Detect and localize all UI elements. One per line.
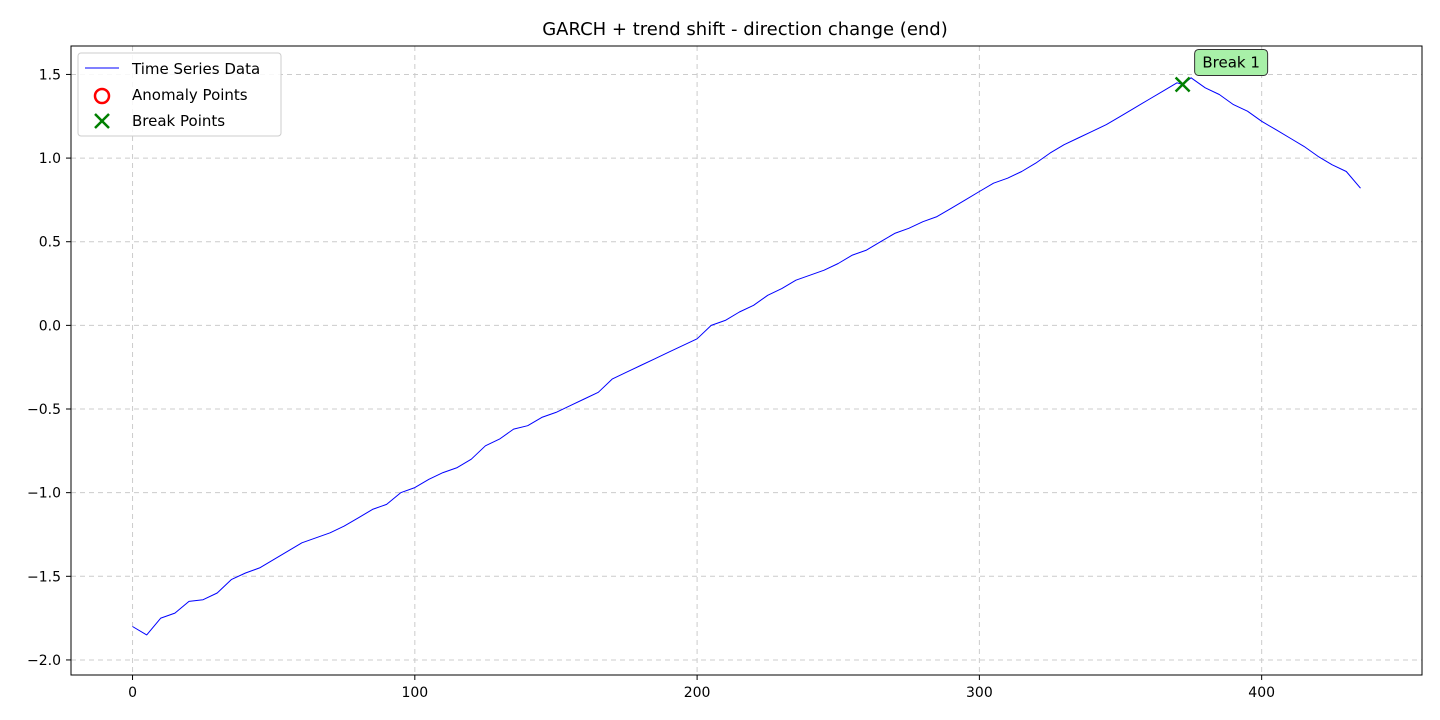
x-tick-label: 400: [1248, 685, 1275, 701]
x-tick-label: 0: [128, 685, 137, 701]
legend-anomaly-swatch: [93, 87, 111, 105]
x-tick-label: 300: [966, 685, 993, 701]
y-tick-label: −1.5: [27, 569, 61, 585]
break-point-marker: [1174, 76, 1191, 93]
legend-label-series: Time Series Data: [131, 60, 260, 78]
y-tick-label: −0.5: [27, 402, 61, 418]
x-tick-label: 200: [684, 685, 711, 701]
series-layer: [132, 77, 1361, 636]
break-annotation-label: Break 1: [1202, 53, 1260, 71]
legend-label-anomaly: Anomaly Points: [132, 86, 248, 104]
y-tick-label: −2.0: [27, 653, 61, 669]
y-tick-label: 1.0: [39, 151, 61, 167]
x-tick-label: 100: [401, 685, 428, 701]
legend-break-swatch: [94, 113, 110, 129]
series-line: [132, 77, 1361, 636]
y-tick-label: 0.0: [39, 318, 61, 334]
grid: [71, 46, 1422, 675]
marker-layer: Break 1: [1174, 48, 1269, 93]
break-annotation: Break 1: [1194, 48, 1269, 76]
plot-frame: [70, 45, 1423, 676]
y-tick-label: 0.5: [39, 235, 61, 251]
tick-layer: 0 100 200 300 400 −2.0 −1.5 −1.0 −0.5 0.0 0.5 1.0 1.…: [27, 67, 1275, 701]
legend-box: [77, 52, 282, 137]
chart-title: GARCH + trend shift - direction change (…: [542, 19, 948, 40]
break-annotation-box: [1194, 48, 1269, 76]
y-tick-label: 1.5: [39, 67, 61, 83]
legend-label-break: Break Points: [132, 112, 225, 130]
y-tick-label: −1.0: [27, 486, 61, 502]
legend: Time Series Data Anomaly Points Break Po…: [77, 52, 282, 137]
